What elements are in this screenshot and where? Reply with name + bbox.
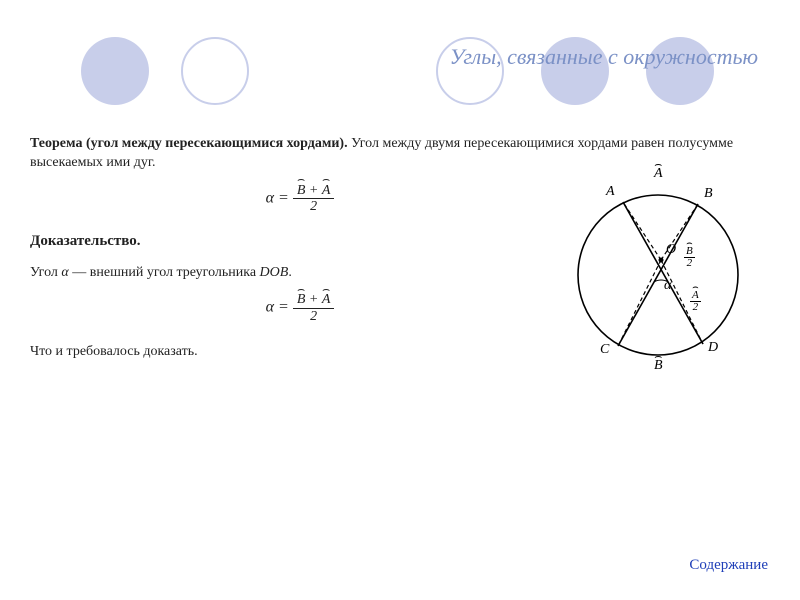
arc-label-top: A bbox=[654, 166, 663, 182]
label-A: A bbox=[606, 184, 615, 200]
decor-circle bbox=[81, 37, 149, 105]
triangle-name: DOB bbox=[260, 265, 289, 280]
theorem-label: Теорема (угол между пересекающимися хорд… bbox=[30, 136, 348, 151]
label-B: B bbox=[704, 186, 713, 202]
slide-title: Углы, связанные с окружностью bbox=[450, 44, 758, 70]
label-half-A: A 2 bbox=[690, 290, 701, 313]
decor-circle bbox=[181, 37, 249, 105]
formula-lhs: α = bbox=[266, 189, 289, 206]
arc-label-bottom: B bbox=[654, 358, 663, 374]
arc-A: A bbox=[322, 183, 331, 198]
alpha-symbol: α bbox=[61, 265, 68, 280]
contents-link[interactable]: Содержание bbox=[689, 557, 768, 574]
label-half-B: B 2 bbox=[684, 246, 695, 269]
label-alpha: α bbox=[664, 278, 671, 294]
circle-diagram: A B C D O A B α B 2 A 2 bbox=[548, 160, 768, 390]
arc-B: B bbox=[297, 183, 306, 198]
label-D: D bbox=[708, 340, 718, 356]
formula-den: 2 bbox=[293, 199, 335, 214]
formula-fraction: B + A 2 bbox=[293, 183, 335, 215]
label-O: O bbox=[666, 242, 676, 258]
label-C: C bbox=[600, 342, 609, 358]
